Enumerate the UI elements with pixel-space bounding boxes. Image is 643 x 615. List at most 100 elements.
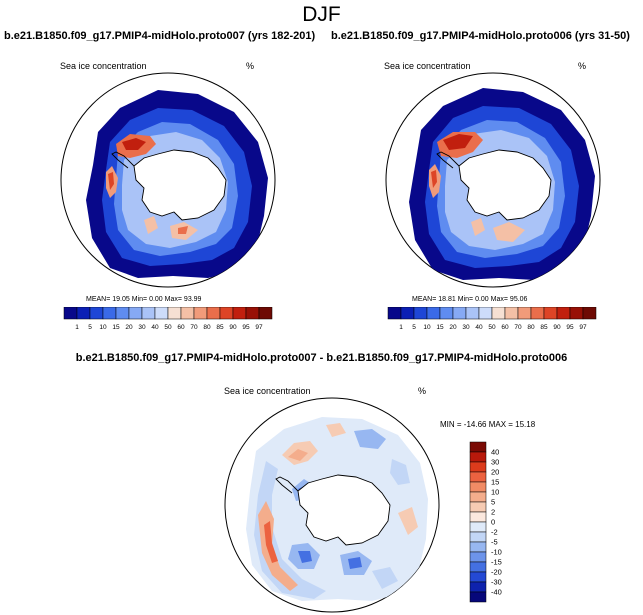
diff-colorbar-swatch [469,571,487,583]
panel-1-colorbar-swatch [180,307,195,320]
panel-1-colorbar-tick-label: 97 [255,324,263,331]
panel-2-stats: MEAN= 18.81 Min= 0.00 Max= 95.06 [412,296,527,303]
panel-1-peninsula [111,151,135,169]
diff-colorbar-swatch [469,461,487,473]
panel-2-colorbar-swatch [439,307,454,320]
diff-map-antarctica [297,474,391,546]
panel-2-colorbar-tick-label: 97 [579,324,587,331]
panel-1-colorbar-swatch [76,307,91,320]
panel-2-colorbar-tick-label: 90 [553,324,561,331]
diff-colorbar-tick-label: 15 [491,478,499,487]
panel-2-colorbar-tick-label: 50 [488,324,496,331]
panel-2-field-label: Sea ice concentration [384,61,471,71]
panel-2-colorbar-swatch [465,307,480,320]
diff-colorbar-tick-label: 0 [491,518,495,527]
diff-colorbar-tick-label: -10 [491,548,502,557]
panel-1-colorbar-swatch [258,307,273,320]
panel-1-colorbar-swatch [232,307,247,320]
panel-2-colorbar-swatch [452,307,467,320]
diff-colorbar-tick-label: 2 [491,508,495,517]
panel-1-max-label: Max= [164,296,182,303]
panel-2-colorbar-tick-label: 40 [475,324,483,331]
panel-1-colorbar-tick-label: 1 [75,324,79,331]
diff-colorbar-tick-label: -40 [491,588,502,597]
diff-colorbar-swatch [469,551,487,563]
panel-1-colorbar-tick-label: 85 [216,324,224,331]
diff-panel-map [224,397,440,613]
panel-2-colorbar-swatch [543,307,558,320]
panel-2-colorbar-swatch [491,307,506,320]
diff-colorbar-swatch [469,521,487,533]
diff-colorbar-tick-label: -2 [491,528,498,537]
panel-1-max-value: 93.99 [183,296,202,303]
panel-1-colorbar-tick-label: 15 [112,324,120,331]
panel-1-colorbar-swatch [89,307,104,320]
diff-colorbar-swatch [469,561,487,573]
panel-1-colorbar-tick-label: 30 [138,324,146,331]
panel-1-min-label: Min= [131,296,148,303]
panel-2-colorbar-tick-label: 15 [436,324,444,331]
panel-2-colorbar-tick-label: 95 [566,324,574,331]
panel-2-colorbar-tick-label: 60 [501,324,509,331]
diff-colorbar-swatch [469,451,487,463]
panel-1-colorbar-tick-label: 50 [164,324,172,331]
diff-colorbar-tick-label: -15 [491,558,502,567]
diff-colorbar-swatch [469,441,487,453]
panel-1-stats: MEAN= 19.05 Min= 0.00 Max= 93.99 [86,296,201,303]
panel-1-colorbar-tick-label: 40 [151,324,159,331]
panel-2-max-value: 95.06 [509,296,528,303]
panel-1-colorbar-swatch [141,307,156,320]
diff-colorbar-tick-label: -20 [491,568,502,577]
panel-1-colorbar: 1 5 10 15 20 30 40 50 60 70 80 85 90 95 97 [63,307,273,331]
panel-2-colorbar-swatch [400,307,415,320]
panel-2-colorbar-swatch [556,307,571,320]
panel-2-min-label: Min= [457,296,474,303]
panel-2-antarctica [458,149,552,221]
panel-2-colorbar-tick-label: 80 [527,324,535,331]
diff-colorbar-tick-label: -30 [491,578,502,587]
panel-2-colorbar-swatch [387,307,402,320]
diff-panel-units: % [418,386,427,396]
diff-panel-field-label: Sea ice concentration [224,386,311,396]
panel-1-units: % [246,61,255,71]
panel-2-min-value: 0.00 [475,296,489,303]
panel-2-colorbar-swatch [478,307,493,320]
panel-2-colorbar-swatch [426,307,441,320]
panel-2-colorbar-tick-label: 30 [462,324,470,331]
diff-colorbar-swatch [469,531,487,543]
panel-2-peninsula [436,151,460,169]
panel-1-colorbar-swatch [206,307,221,320]
panel-1-colorbar-swatch [219,307,234,320]
panel-1-colorbar-swatch [245,307,260,320]
diff-colorbar-tick-label: 20 [491,468,499,477]
panel-2-map [385,72,601,288]
panel-2-mean-label: MEAN= [412,296,437,303]
panel-2-colorbar-swatch [530,307,545,320]
panel-2-colorbar-swatch [569,307,584,320]
panel-1-colorbar-tick-label: 20 [125,324,133,331]
panel-1-antarctica [133,149,227,221]
panel-1-colorbar-tick-label: 80 [203,324,211,331]
panel-2-colorbar-tick-label: 5 [412,324,416,331]
diff-colorbar-tick-label: 30 [491,458,499,467]
diff-colorbar-swatch [469,481,487,493]
panel-2-colorbar-tick-label: 70 [514,324,522,331]
diff-colorbar-swatch [469,591,487,603]
panel-1-title: b.e21.B1850.f09_g17.PMIP4-midHolo.proto0… [4,30,316,42]
diff-colorbar-swatch [469,541,487,553]
panel-2-colorbar-swatch [582,307,597,320]
panel-2-colorbar-swatch [517,307,532,320]
figure-title: DJF [302,3,341,26]
diff-colorbar-swatch [469,511,487,523]
panel-1-mean-label: MEAN= [86,296,111,303]
panel-1-colorbar-swatch [128,307,143,320]
panel-1-colorbar-tick-label: 10 [99,324,107,331]
panel-1-colorbar-tick-label: 60 [177,324,185,331]
panel-1-map [60,72,276,288]
panel-2-units: % [578,61,587,71]
panel-2-colorbar-swatch [504,307,519,320]
diff-panel-title: b.e21.B1850.f09_g17.PMIP4-midHolo.proto0… [75,352,568,364]
diff-colorbar-tick-label: 40 [491,448,499,457]
panel-1-min-value: 0.00 [149,296,163,303]
panel-1-field-label: Sea ice concentration [60,61,147,71]
